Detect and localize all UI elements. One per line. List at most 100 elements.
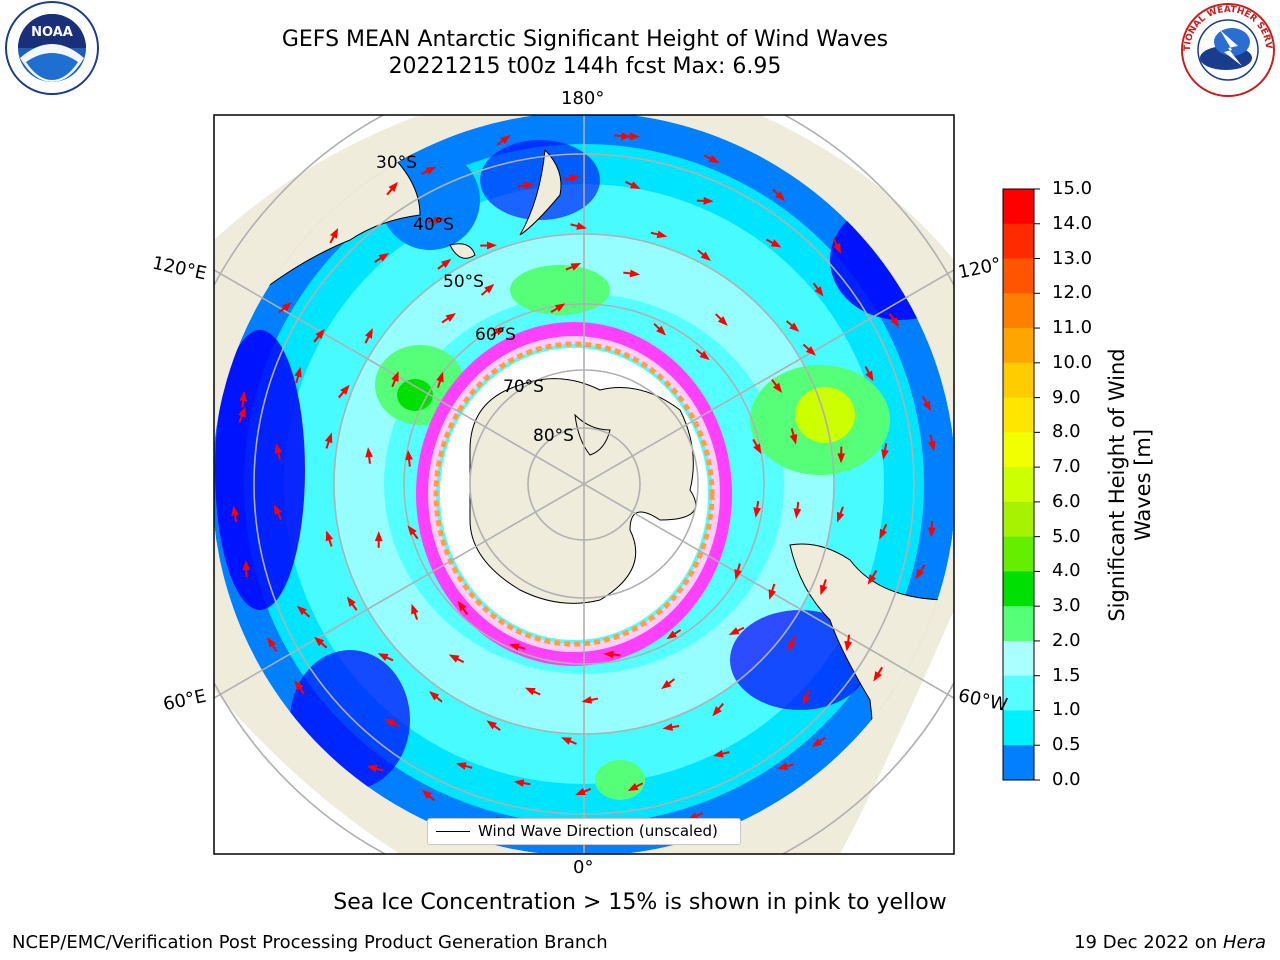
wave-arrow-head: [700, 251, 711, 261]
wave-arrow-head: [294, 680, 304, 691]
wave-arrow-head: [509, 643, 520, 651]
colorbar-tick-label: 8.0: [1052, 421, 1081, 443]
wave-arrow-head: [391, 371, 399, 382]
colorbar-segment: [1003, 571, 1034, 607]
new-zealand-land: [519, 148, 562, 236]
wave-arrow-head: [570, 263, 582, 271]
wave-arrow-head: [928, 440, 936, 452]
wave-arrow-head: [274, 443, 283, 454]
map-frame: [213, 114, 955, 855]
wave-arrow-head: [330, 227, 339, 239]
wave-arrow-head: [768, 589, 776, 600]
wave-arrow-head: [281, 302, 293, 312]
chart-title: GEFS MEAN Antarctic Significant Height o…: [281, 27, 889, 52]
footer-date: 19 Dec 2022 on Hera: [1074, 932, 1266, 953]
wave-arrow-head: [753, 507, 761, 518]
colorbar-segment: [1003, 293, 1034, 329]
colorbar-segment: [1003, 328, 1034, 364]
wave-arrow-head: [411, 603, 419, 615]
wave-arrow-head: [867, 574, 877, 585]
wave-arrow-head: [629, 132, 640, 141]
wave-arrow-head: [879, 528, 888, 540]
lon-label-0: 0°: [573, 857, 594, 878]
colorbar-tick-label: 13.0: [1052, 247, 1093, 269]
wave-arrow-head: [436, 371, 444, 383]
colorbar-tick-label: 3.0: [1052, 595, 1081, 617]
wave-arrow-head: [777, 762, 788, 770]
wave-arrow-head: [802, 694, 811, 706]
wave-arrow-head: [231, 505, 239, 516]
wave-arrow-head: [314, 636, 325, 647]
wave-arrow-head: [772, 382, 783, 393]
noaa-logo: NOAA: [5, 1, 99, 95]
wave-arrow-head: [629, 269, 641, 278]
wave-arrow-head: [629, 181, 641, 189]
lat-label-70s: 70°S: [503, 377, 544, 397]
colorbar-segment: [1003, 710, 1034, 746]
wave-arrow-head: [500, 135, 511, 145]
wave-arrow-head: [378, 253, 390, 262]
lon-label-180: 180°: [561, 88, 605, 109]
wave-arrow-head: [820, 584, 828, 596]
lat-label-40s: 40°S: [413, 215, 454, 235]
wave-arrow-head: [575, 787, 586, 796]
sea-ice-ring: [416, 322, 732, 666]
wave-arrow-head: [865, 370, 874, 382]
colorbar-segment: [1003, 432, 1034, 468]
wave-arrow-head: [703, 197, 714, 205]
wave-arrow-head: [837, 511, 845, 523]
wave-arrow-head: [365, 447, 373, 458]
colorbar: [1002, 188, 1040, 781]
wave-arrow-head: [793, 508, 802, 519]
graticule: [214, 115, 954, 854]
wave-arrow-head: [296, 605, 307, 616]
colorbar-tick-label: 1.0: [1052, 699, 1081, 721]
wave-arrow-head: [753, 443, 762, 455]
wave-arrow-head: [656, 230, 668, 239]
wave-arrow-head: [927, 527, 936, 538]
wave-arrow-head: [576, 222, 587, 230]
svg-text:NOAA: NOAA: [31, 25, 73, 40]
wave-arrow-head: [789, 322, 800, 332]
colorbar-tick-label: 6.0: [1052, 490, 1081, 512]
wave-arrow-head: [837, 453, 846, 464]
wave-arrow-head: [242, 560, 251, 571]
wave-arrow-head: [429, 691, 440, 701]
colorbar-segment: [1003, 675, 1034, 711]
wave-arrow-head: [844, 640, 852, 652]
wave-arrow-head: [833, 243, 841, 254]
wave-arrow-head: [325, 530, 334, 542]
wind-wave-arrows: [231, 132, 936, 835]
wave-arrow-head: [581, 696, 593, 704]
colorbar-segment: [1003, 536, 1034, 572]
colorbar-tick-label: 0.5: [1052, 734, 1081, 756]
wave-arrow-head: [366, 765, 378, 773]
wave-arrow-head: [713, 749, 724, 758]
wave-arrow-head: [890, 317, 900, 328]
wave-arrow-head: [513, 779, 525, 787]
wave-arrow-head: [484, 283, 495, 294]
wave-arrow-head: [789, 433, 798, 445]
wave-arrow-head: [273, 504, 282, 516]
wave-arrow-head: [922, 400, 932, 412]
wave-arrow-head: [440, 258, 452, 268]
wave-arrow-head: [734, 569, 742, 580]
lat-label-80s: 80°S: [533, 426, 574, 446]
wave-arrow-head: [524, 181, 535, 190]
wave-arrow-head: [407, 525, 417, 536]
wave-arrow-head: [340, 384, 350, 395]
legend-line-swatch: [436, 831, 470, 832]
antarctica-land: [469, 378, 697, 604]
wave-arrow-head: [717, 316, 728, 326]
colorbar-segment: [1003, 467, 1034, 503]
wave-arrow-head: [811, 738, 823, 748]
colorbar-tick-label: 12.0: [1052, 282, 1093, 304]
colorbar-tick-label: 14.0: [1052, 212, 1093, 234]
lat-label-50s: 50°S: [443, 272, 484, 292]
wave-arrow-head: [315, 328, 325, 340]
colorbar-tick-label: 9.0: [1052, 386, 1081, 408]
wave-arrow-head: [239, 391, 248, 402]
wave-arrow-head: [434, 216, 445, 225]
sea-ice-note: Sea Ice Concentration > 15% is shown in …: [333, 890, 947, 915]
colorbar-segment: [1003, 223, 1034, 260]
